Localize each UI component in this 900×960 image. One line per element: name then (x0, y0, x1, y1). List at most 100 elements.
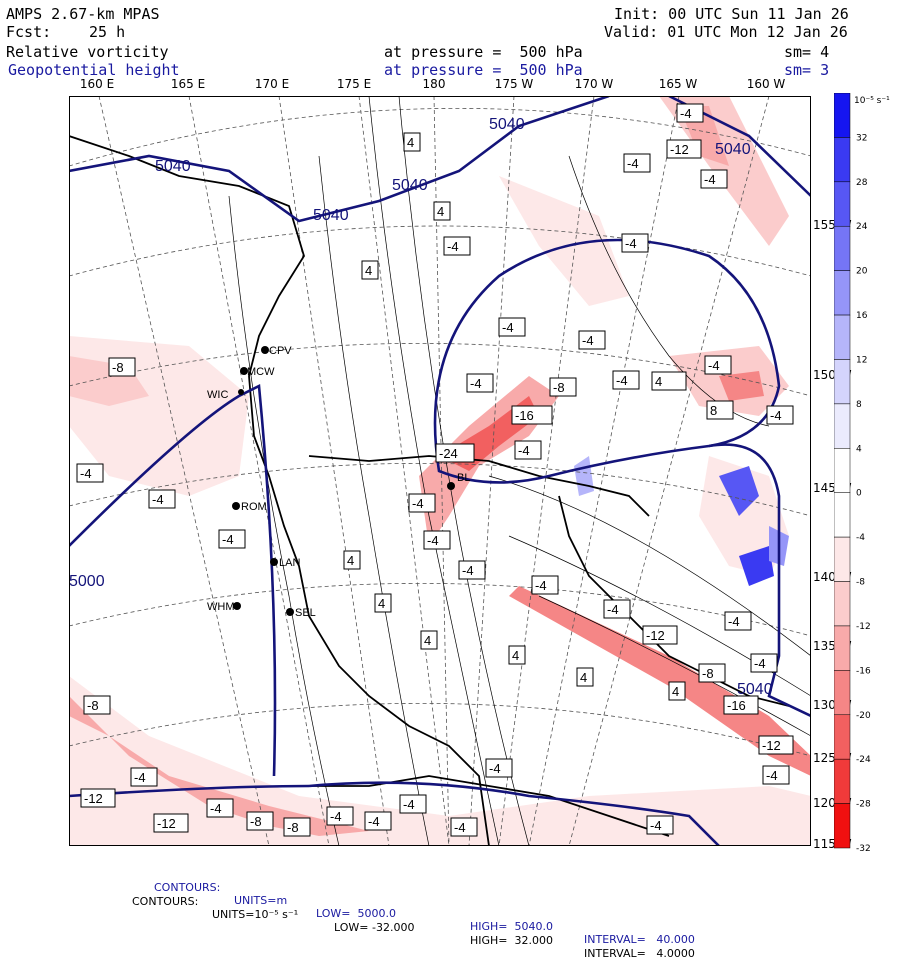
map-frame (69, 96, 811, 846)
svg-text:-4: -4 (462, 563, 474, 578)
svg-text:4: 4 (655, 374, 662, 389)
svg-text:-4: -4 (607, 602, 619, 617)
forecast-label: Fcst: (6, 23, 52, 41)
colorbar-tick: 8 (856, 400, 862, 410)
vort-label-box: 4 (343, 550, 361, 570)
svg-text:LAN: LAN (279, 557, 300, 569)
colorbar-tick: 12 (856, 355, 867, 365)
lon-label: 160 E (79, 77, 115, 91)
vort-label-box: 4 (668, 681, 686, 701)
height-label: 5040 (489, 116, 525, 133)
svg-text:4: 4 (347, 553, 354, 568)
height-label: 5040 (155, 158, 191, 175)
lon-label: 175 W (494, 77, 534, 91)
init-time: Init: 00 UTC Sun 11 Jan 26 (614, 5, 849, 23)
svg-text:-4: -4 (152, 492, 164, 507)
colorbar-cell (834, 448, 851, 493)
vort-label-box: -12 (642, 625, 678, 645)
vort-label-box: -12 (666, 139, 702, 159)
vort-label-box: 4 (361, 260, 379, 280)
svg-text:4: 4 (424, 633, 431, 648)
colorbar-cell (834, 758, 851, 804)
colorbar-cell (834, 714, 851, 760)
vort-label-box: 4 (433, 201, 451, 221)
colorbar-ticks: 32 28 24 20 16 12 8 4 0 -4 -8 -12 -16 -20 -24 -28 -32 (856, 133, 871, 853)
field2-name: Geopotential height (8, 61, 180, 79)
vort-label-box: -8 (108, 357, 136, 377)
vort-label-box: 8 (706, 400, 734, 420)
colorbar-cell (834, 181, 851, 227)
colorbar-cell (834, 670, 851, 716)
footer1-high: HIGH= 5040.0 (470, 920, 554, 933)
height-label: 5040 (392, 177, 428, 194)
vort-label-box: 4 (374, 593, 392, 613)
svg-text:-4: -4 (454, 820, 466, 835)
svg-text:-4: -4 (210, 801, 222, 816)
vort-label-box: -4 (450, 817, 478, 837)
svg-text:BL: BL (457, 472, 470, 484)
height-labels: 5040 5040 5040 5040 5040 5040 5000 (69, 116, 773, 698)
svg-text:-4: -4 (625, 236, 637, 251)
svg-text:WHM: WHM (207, 601, 235, 613)
footer2-high: HIGH= 32.000 (470, 934, 554, 947)
lon-label: 175 E (336, 77, 372, 91)
colorbar-unit: 10⁻⁵ s⁻¹ (854, 96, 890, 106)
colorbar-tick: 24 (856, 222, 868, 232)
vort-label-box: -4 (646, 815, 674, 835)
colorbar-cell (834, 492, 851, 538)
svg-text:-12: -12 (670, 142, 689, 157)
lon-label: 170 W (574, 77, 614, 91)
footer2-prefix: CONTOURS: (132, 895, 199, 908)
lon-label: 180 (422, 77, 446, 91)
vort-label-box: -4 (218, 529, 246, 549)
vorticity-labels: 4 4 4 -4 -12 -4 -4 -4 -4 -4 -4 -4 -8 -16… (76, 103, 794, 837)
colorbar-tick: 20 (856, 267, 868, 277)
vort-label-box: -4 (399, 794, 427, 814)
colorbar-cell (834, 270, 851, 316)
vort-label-box: -4 (148, 489, 176, 509)
vort-label-box: -12 (80, 788, 116, 808)
svg-text:4: 4 (407, 135, 414, 150)
coastline (69, 135, 790, 846)
svg-text:4: 4 (378, 596, 385, 611)
colorbar-cell (834, 137, 851, 183)
vort-label-box: -4 (458, 560, 486, 580)
height-label: 5040 (715, 141, 751, 158)
vort-label-box: -4 (485, 758, 513, 778)
colorbar-tick: 32 (856, 133, 867, 143)
station-marker: WIC (207, 389, 244, 401)
svg-text:-4: -4 (427, 533, 439, 548)
svg-text:4: 4 (512, 648, 519, 663)
vort-label-box: -4 (408, 493, 436, 513)
colorbar-tick: -32 (856, 844, 871, 853)
svg-text:-4: -4 (582, 333, 594, 348)
svg-text:-4: -4 (770, 408, 782, 423)
vort-label-box: -24 (435, 443, 475, 463)
colorbar-cell (834, 403, 851, 449)
lon-label: 165 E (170, 77, 206, 91)
vort-label-box: -4 (724, 611, 752, 631)
height-label: 5040 (313, 207, 349, 224)
vort-label-box: 4 (403, 132, 421, 152)
footer2-low: LOW= -32.000 (334, 921, 415, 934)
vort-label-box: -4 (466, 373, 494, 393)
station-marker: WHM (207, 601, 241, 613)
svg-text:-24: -24 (439, 446, 458, 461)
footer1-prefix: CONTOURS: (154, 881, 221, 894)
map-panel: 5040 5040 5040 5040 5040 5040 5000 4 4 4… (69, 96, 811, 846)
svg-text:-4: -4 (412, 496, 424, 511)
svg-text:-4: -4 (627, 156, 639, 171)
vort-label-box: -16 (723, 695, 759, 715)
svg-text:-4: -4 (489, 761, 501, 776)
colorbar-cell (834, 93, 851, 138)
svg-text:-4: -4 (368, 814, 380, 829)
colorbar-tick: -16 (856, 666, 871, 676)
colorbar-tick: 0 (856, 489, 862, 499)
colorbar-tick: -24 (856, 755, 871, 765)
footer1-interval: INTERVAL= 40.000 (584, 933, 695, 946)
height-label: 5000 (69, 573, 105, 590)
station-marker: SEL (286, 607, 316, 619)
svg-text:-4: -4 (535, 578, 547, 593)
svg-text:-8: -8 (87, 698, 99, 713)
svg-text:-4: -4 (704, 172, 716, 187)
